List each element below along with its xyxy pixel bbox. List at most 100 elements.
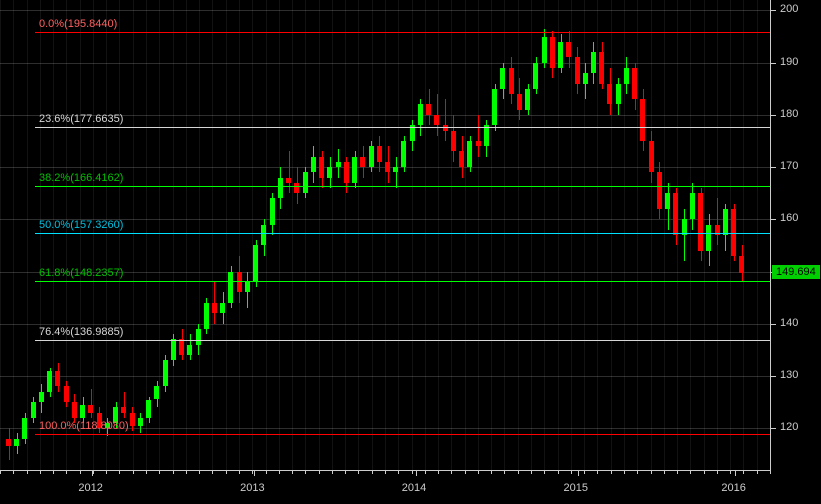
y-tick-label: 160 — [780, 212, 798, 224]
grid-v — [531, 0, 532, 470]
candle-body — [369, 146, 374, 167]
grid-v — [412, 0, 413, 470]
candle-wick — [717, 198, 718, 245]
grid-v — [478, 0, 479, 470]
grid-v — [358, 0, 359, 470]
grid-v — [173, 0, 174, 470]
candle-body — [31, 402, 36, 418]
candle-body — [418, 104, 423, 125]
grid-v — [133, 0, 134, 470]
grid-v — [292, 0, 293, 470]
candle-body — [426, 104, 431, 114]
candle-body — [484, 125, 489, 146]
candle-body — [517, 94, 522, 110]
candle-body — [204, 303, 209, 329]
candle-body — [533, 63, 538, 89]
candle-body — [657, 172, 662, 209]
candle-body — [6, 439, 11, 447]
grid-v — [279, 0, 280, 470]
candle-wick — [289, 151, 290, 193]
candle-body — [327, 167, 332, 177]
candle-body — [451, 131, 456, 152]
candle-body — [632, 68, 637, 99]
fib-label-50.0%: 50.0%(157.3260) — [39, 219, 123, 231]
candle-body — [303, 172, 308, 193]
candle-body — [47, 371, 52, 392]
candle-body — [55, 371, 60, 387]
y-tick-label: 120 — [780, 421, 798, 433]
x-minor-tick — [770, 470, 771, 474]
candle-body — [130, 413, 135, 426]
y-tick-label: 130 — [780, 369, 798, 381]
last-price-tag: 149.694 — [772, 265, 820, 279]
candle-body — [550, 37, 555, 68]
candle-body — [146, 400, 151, 418]
candle-body — [459, 151, 464, 167]
candle-body — [212, 303, 217, 313]
candle-body — [154, 386, 159, 399]
x-tick-label: 2013 — [240, 482, 264, 494]
fib-line-100.0% — [35, 434, 770, 435]
candle-body — [352, 157, 357, 183]
candle-body — [649, 141, 654, 172]
candle-body — [163, 360, 168, 386]
candle-body — [22, 418, 27, 439]
y-tick-label: 200 — [780, 3, 798, 15]
grid-v — [451, 0, 452, 470]
grid-v — [664, 0, 665, 470]
fib-line-38.2% — [35, 186, 770, 187]
candle-body — [171, 339, 176, 360]
price-chart[interactable]: 1201301401501601701801902002012201320142… — [0, 0, 821, 504]
candle-body — [393, 167, 398, 172]
grid-v — [704, 0, 705, 470]
x-axis-line — [0, 470, 770, 471]
grid-v — [677, 0, 678, 470]
candle-body — [196, 329, 201, 345]
grid-v — [757, 0, 758, 470]
grid-v — [53, 0, 54, 470]
candle-body — [525, 89, 530, 110]
candle-body — [723, 209, 728, 235]
candle-body — [14, 439, 19, 447]
candle-body — [253, 245, 258, 282]
candle-body — [599, 52, 604, 83]
candle-body — [509, 68, 514, 94]
fib-label-23.6%: 23.6%(177.6635) — [39, 113, 123, 125]
candle-body — [344, 162, 349, 183]
grid-v — [571, 0, 572, 470]
candle-body — [286, 178, 291, 183]
grid-v — [0, 0, 1, 470]
candle-body — [261, 225, 266, 246]
candle-body — [237, 272, 242, 293]
candle-body — [228, 272, 233, 303]
candle-body — [739, 256, 744, 273]
grid-v — [558, 0, 559, 470]
fib-line-0.0% — [35, 32, 770, 33]
candle-wick — [684, 209, 685, 261]
candle-body — [591, 52, 596, 73]
candle-body — [179, 339, 184, 355]
grid-v — [637, 0, 638, 470]
candle-body — [64, 386, 69, 402]
candle-body — [706, 225, 711, 251]
fib-label-100.0%: 100.0%(118.8080) — [39, 420, 129, 432]
fib-label-38.2%: 38.2%(166.4162) — [39, 172, 123, 184]
grid-v — [80, 0, 81, 470]
grid-v — [319, 0, 320, 470]
grid-v — [690, 0, 691, 470]
candle-body — [187, 345, 192, 355]
grid-v — [518, 0, 519, 470]
grid-v — [27, 0, 28, 470]
candle-wick — [445, 99, 446, 141]
grid-v — [544, 0, 545, 470]
candle-body — [72, 402, 77, 418]
candle-wick — [124, 392, 125, 418]
grid-v — [651, 0, 652, 470]
candle-body — [665, 193, 670, 209]
grid-v — [13, 0, 14, 470]
grid-v — [212, 0, 213, 470]
grid-v — [199, 0, 200, 470]
candle-body — [607, 84, 612, 105]
candle-body — [220, 303, 225, 313]
fib-line-50.0% — [35, 233, 770, 234]
